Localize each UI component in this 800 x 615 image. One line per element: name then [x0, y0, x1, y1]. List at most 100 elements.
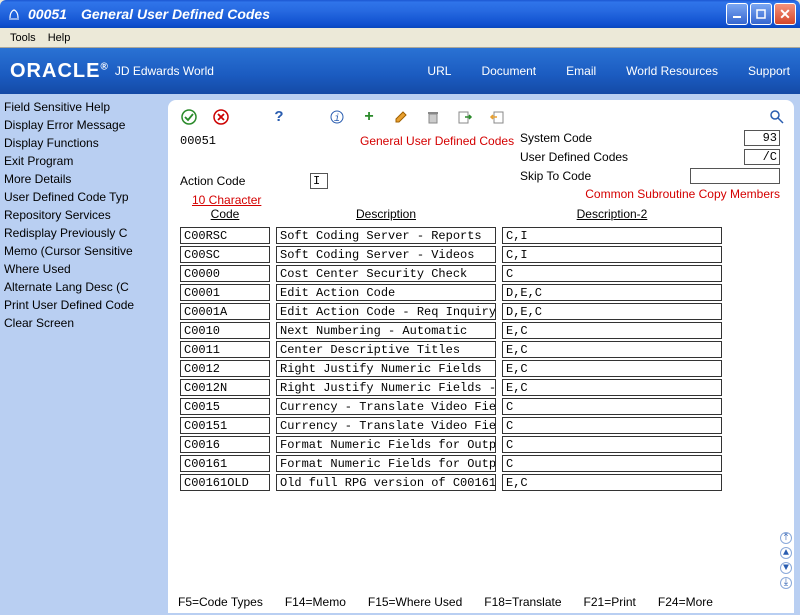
- cell-code[interactable]: C0016: [180, 436, 270, 453]
- menu-tools[interactable]: Tools: [4, 30, 42, 46]
- link-support[interactable]: Support: [748, 64, 790, 78]
- cell-desc2[interactable]: E,C: [502, 379, 722, 396]
- cell-desc[interactable]: Edit Action Code: [276, 284, 496, 301]
- cell-desc2[interactable]: D,E,C: [502, 284, 722, 301]
- cell-desc[interactable]: Soft Coding Server - Reports: [276, 227, 496, 244]
- cell-code[interactable]: C0001: [180, 284, 270, 301]
- cell-code[interactable]: C00RSC: [180, 227, 270, 244]
- cell-code[interactable]: C0001A: [180, 303, 270, 320]
- cell-desc[interactable]: Format Numeric Fields for Outp: [276, 455, 496, 472]
- link-email[interactable]: Email: [566, 64, 596, 78]
- banner-links: URL Document Email World Resources Suppo…: [427, 64, 790, 78]
- cell-desc[interactable]: Right Justify Numeric Fields -: [276, 379, 496, 396]
- cell-desc[interactable]: Right Justify Numeric Fields: [276, 360, 496, 377]
- fkey[interactable]: F18=Translate: [484, 595, 561, 609]
- cell-desc[interactable]: Edit Action Code - Req Inquiry: [276, 303, 496, 320]
- menu-help[interactable]: Help: [42, 30, 77, 46]
- table-row: C0012N Right Justify Numeric Fields - E,C: [180, 379, 786, 396]
- import-icon[interactable]: [488, 108, 506, 126]
- cell-code[interactable]: C0011: [180, 341, 270, 358]
- scroll-down-icon[interactable]: ▼: [780, 562, 792, 574]
- minimize-button[interactable]: [726, 3, 748, 25]
- cell-code[interactable]: C00151: [180, 417, 270, 434]
- cell-desc2[interactable]: C: [502, 398, 722, 415]
- cell-desc2[interactable]: E,C: [502, 322, 722, 339]
- cell-code[interactable]: C00161: [180, 455, 270, 472]
- cell-desc2[interactable]: C,I: [502, 246, 722, 263]
- sidebar-item[interactable]: Field Sensitive Help: [4, 98, 166, 116]
- table-row: C00161OLD Old full RPG version of C00161 E…: [180, 474, 786, 491]
- cell-code[interactable]: C00161OLD: [180, 474, 270, 491]
- sidebar-item[interactable]: Alternate Lang Desc (C: [4, 278, 166, 296]
- link-world-resources[interactable]: World Resources: [626, 64, 718, 78]
- cell-desc2[interactable]: C: [502, 417, 722, 434]
- scroll-top-icon[interactable]: ⤒: [780, 532, 792, 544]
- maximize-button[interactable]: [750, 3, 772, 25]
- edit-icon[interactable]: [392, 108, 410, 126]
- cell-desc[interactable]: Format Numeric Fields for Outp: [276, 436, 496, 453]
- delete-icon[interactable]: [424, 108, 442, 126]
- cell-code[interactable]: C0000: [180, 265, 270, 282]
- table-row: C00151 Currency - Translate Video Fie C: [180, 417, 786, 434]
- sidebar-item[interactable]: Where Used: [4, 260, 166, 278]
- sidebar-item[interactable]: Exit Program: [4, 152, 166, 170]
- cell-desc2[interactable]: E,C: [502, 341, 722, 358]
- ok-icon[interactable]: [180, 108, 198, 126]
- cell-desc[interactable]: Currency - Translate Video Fie: [276, 398, 496, 415]
- skip-to-field[interactable]: [690, 168, 780, 184]
- cell-desc2[interactable]: C,I: [502, 227, 722, 244]
- cell-desc2[interactable]: C: [502, 436, 722, 453]
- sidebar-item[interactable]: More Details: [4, 170, 166, 188]
- fkey[interactable]: F15=Where Used: [368, 595, 462, 609]
- fkey[interactable]: F21=Print: [584, 595, 636, 609]
- main-area: Field Sensitive HelpDisplay Error Messag…: [0, 94, 800, 615]
- svg-text:i: i: [334, 113, 340, 125]
- info-icon[interactable]: i: [328, 108, 346, 126]
- scroll-up-icon[interactable]: ▲: [780, 547, 792, 559]
- udc-field[interactable]: /C: [744, 149, 780, 165]
- sidebar-item[interactable]: Display Error Message: [4, 116, 166, 134]
- sidebar: Field Sensitive HelpDisplay Error Messag…: [0, 94, 168, 615]
- cell-desc[interactable]: Old full RPG version of C00161: [276, 474, 496, 491]
- cell-desc2[interactable]: C: [502, 265, 722, 282]
- scroll-buttons: ⤒ ▲ ▼ ⤓: [780, 532, 792, 589]
- cell-desc[interactable]: Center Descriptive Titles: [276, 341, 496, 358]
- window-code: 00051: [28, 6, 67, 22]
- fkey[interactable]: F5=Code Types: [178, 595, 263, 609]
- add-icon[interactable]: +: [360, 108, 378, 126]
- cell-desc2[interactable]: E,C: [502, 474, 722, 491]
- cell-desc2[interactable]: E,C: [502, 360, 722, 377]
- sidebar-item[interactable]: Redisplay Previously C: [4, 224, 166, 242]
- sidebar-item[interactable]: Repository Services: [4, 206, 166, 224]
- cell-code[interactable]: C0015: [180, 398, 270, 415]
- export-icon[interactable]: [456, 108, 474, 126]
- sidebar-item[interactable]: Display Functions: [4, 134, 166, 152]
- cell-desc[interactable]: Currency - Translate Video Fie: [276, 417, 496, 434]
- search-icon[interactable]: [768, 108, 786, 126]
- fkey[interactable]: F24=More: [658, 595, 713, 609]
- cell-code[interactable]: C0012: [180, 360, 270, 377]
- fkey[interactable]: F14=Memo: [285, 595, 346, 609]
- cell-desc[interactable]: Cost Center Security Check: [276, 265, 496, 282]
- close-button[interactable]: ✕: [774, 3, 796, 25]
- cancel-icon[interactable]: [212, 108, 230, 126]
- cell-desc2[interactable]: D,E,C: [502, 303, 722, 320]
- cell-code[interactable]: C0010: [180, 322, 270, 339]
- cell-desc[interactable]: Soft Coding Server - Videos: [276, 246, 496, 263]
- link-url[interactable]: URL: [427, 64, 451, 78]
- help-icon[interactable]: ?: [270, 108, 288, 126]
- sidebar-item[interactable]: User Defined Code Typ: [4, 188, 166, 206]
- sidebar-item[interactable]: Memo (Cursor Sensitive: [4, 242, 166, 260]
- cell-code[interactable]: C0012N: [180, 379, 270, 396]
- action-code-field[interactable]: I: [310, 173, 328, 189]
- cell-desc2[interactable]: C: [502, 455, 722, 472]
- cell-code[interactable]: C00SC: [180, 246, 270, 263]
- program-code: 00051: [180, 134, 330, 148]
- link-document[interactable]: Document: [481, 64, 536, 78]
- cell-desc[interactable]: Next Numbering - Automatic: [276, 322, 496, 339]
- system-code-field[interactable]: 93: [744, 130, 780, 146]
- sidebar-item[interactable]: Clear Screen: [4, 314, 166, 332]
- sidebar-item[interactable]: Print User Defined Code: [4, 296, 166, 314]
- scroll-bottom-icon[interactable]: ⤓: [780, 577, 792, 589]
- menu-bar: Tools Help: [0, 28, 800, 48]
